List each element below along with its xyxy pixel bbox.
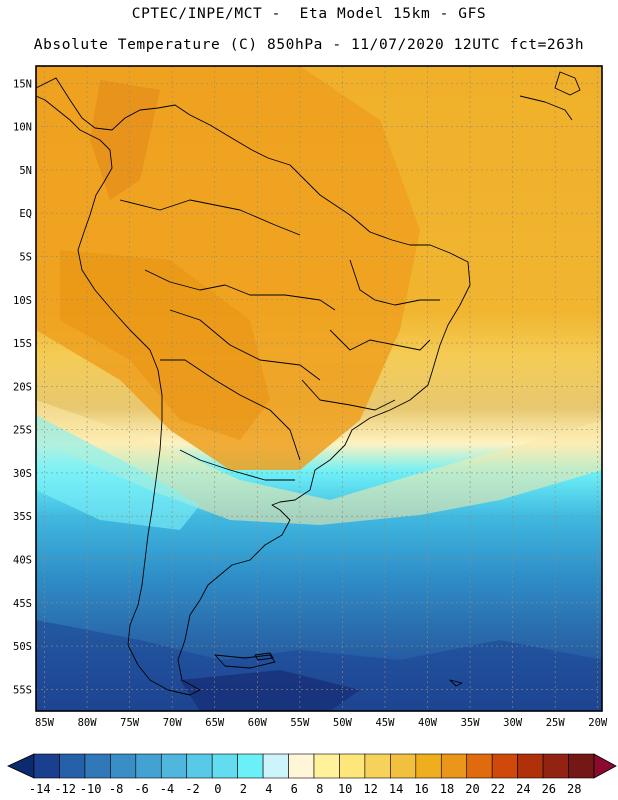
colorbar-label: -12 xyxy=(54,782,76,796)
colorbar-swatch xyxy=(517,753,544,779)
lat-label: 30S xyxy=(13,468,32,480)
title-line-1: CPTEC/INPE/MCT - Eta Model 15km - GFS xyxy=(131,6,487,22)
colorbar-under-arrow xyxy=(7,753,35,779)
colorbar-label: 20 xyxy=(465,782,479,796)
lon-label: 20W xyxy=(588,717,608,729)
lon-label: 75W xyxy=(120,717,140,729)
colorbar-swatch xyxy=(59,753,86,779)
colorbar-label: -10 xyxy=(80,782,102,796)
colorbar-swatch xyxy=(237,753,264,779)
gridlines xyxy=(36,66,602,711)
lon-label: 55W xyxy=(290,717,310,729)
temperature-field xyxy=(36,66,602,711)
colorbar-labels: -14 -12 -10 -8 -6 -4 -2 0 2 4 6 8 10 12 14 16 18 20 22 24 26… xyxy=(29,782,582,796)
colorbar-swatch xyxy=(542,753,569,779)
colorbar-label: 8 xyxy=(316,782,323,796)
colorbar-label: 18 xyxy=(440,782,454,796)
colorbar-label: -6 xyxy=(134,782,148,796)
colorbar-label: -2 xyxy=(185,782,199,796)
lat-label: 10S xyxy=(13,295,32,307)
colorbar-label: 14 xyxy=(389,782,403,796)
colorbar-swatch xyxy=(339,753,366,779)
colorbar-label: -14 xyxy=(29,782,51,796)
lat-label: 5N xyxy=(19,165,32,177)
colorbar-label: 2 xyxy=(240,782,247,796)
colorbar-swatch xyxy=(390,753,417,779)
longitude-labels: 85W 80W 75W 70W 65W 60W 55W 50W 45W 40W 35W 30W 25W 2… xyxy=(35,717,608,729)
lon-label: 70W xyxy=(163,717,183,729)
lat-label: 55S xyxy=(13,684,32,696)
colorbar-swatch xyxy=(568,753,595,779)
colorbar-swatch xyxy=(440,753,468,779)
colorbar-swatch xyxy=(262,753,289,779)
colorbar-label: 12 xyxy=(363,782,377,796)
colorbar-label: 4 xyxy=(265,782,272,796)
lat-label: 5S xyxy=(19,251,32,263)
colorbar-label: 10 xyxy=(338,782,352,796)
lat-label: 25S xyxy=(13,425,32,437)
lat-label: 20S xyxy=(13,381,32,393)
lon-label: 85W xyxy=(35,717,55,729)
colorbar-label: 28 xyxy=(567,782,581,796)
colorbar-label: 0 xyxy=(214,782,221,796)
colorbar-label: -8 xyxy=(109,782,123,796)
colorbar-swatch xyxy=(288,753,315,779)
colorbar-swatch xyxy=(466,753,493,779)
colorbar-swatch xyxy=(415,753,442,779)
lat-label: 15S xyxy=(13,338,32,350)
colorbar-label: -4 xyxy=(160,782,174,796)
lon-label: 25W xyxy=(546,717,566,729)
lat-label: 10N xyxy=(13,122,32,134)
colorbar-label: 22 xyxy=(491,782,505,796)
latitude-labels: 15N 10N 5N EQ 5S 10S 15S 20S 25S 30S 35S 40S 45S 50S 5… xyxy=(13,78,32,696)
title-line-2: Absolute Temperature (C) 850hPa - 11/07/… xyxy=(33,37,585,53)
colorbar-label: 16 xyxy=(414,782,428,796)
colorbar-swatch xyxy=(364,753,391,779)
colorbar-swatch xyxy=(211,753,238,779)
plot-frame xyxy=(35,65,603,712)
colorbar-swatch xyxy=(160,753,188,779)
lat-label: 45S xyxy=(13,598,32,610)
lon-label: 60W xyxy=(248,717,268,729)
lat-label: 15N xyxy=(13,78,32,90)
colorbar-swatch xyxy=(135,753,162,779)
lat-label: 50S xyxy=(13,641,32,653)
colorbar-label: 6 xyxy=(291,782,298,796)
colorbar-swatch xyxy=(186,753,213,779)
colorbar-swatch xyxy=(110,753,137,779)
lon-label: 30W xyxy=(503,717,523,729)
colorbar-swatch xyxy=(491,753,518,779)
lat-label: 35S xyxy=(13,511,32,523)
colorbar-swatch xyxy=(33,753,60,779)
lon-label: 80W xyxy=(78,717,98,729)
lon-label: 45W xyxy=(375,717,395,729)
lat-label: EQ xyxy=(19,208,32,220)
colorbar-swatch xyxy=(84,753,111,779)
lon-label: 65W xyxy=(205,717,225,729)
lon-label: 50W xyxy=(333,717,353,729)
colorbar xyxy=(7,753,617,779)
colorbar-over-arrow xyxy=(593,753,617,779)
colorbar-label: 26 xyxy=(542,782,556,796)
lon-label: 40W xyxy=(418,717,438,729)
lat-label: 40S xyxy=(13,554,32,566)
coastlines xyxy=(35,71,581,696)
colorbar-swatch xyxy=(313,753,340,779)
colorbar-label: 24 xyxy=(516,782,530,796)
lon-label: 35W xyxy=(461,717,481,729)
